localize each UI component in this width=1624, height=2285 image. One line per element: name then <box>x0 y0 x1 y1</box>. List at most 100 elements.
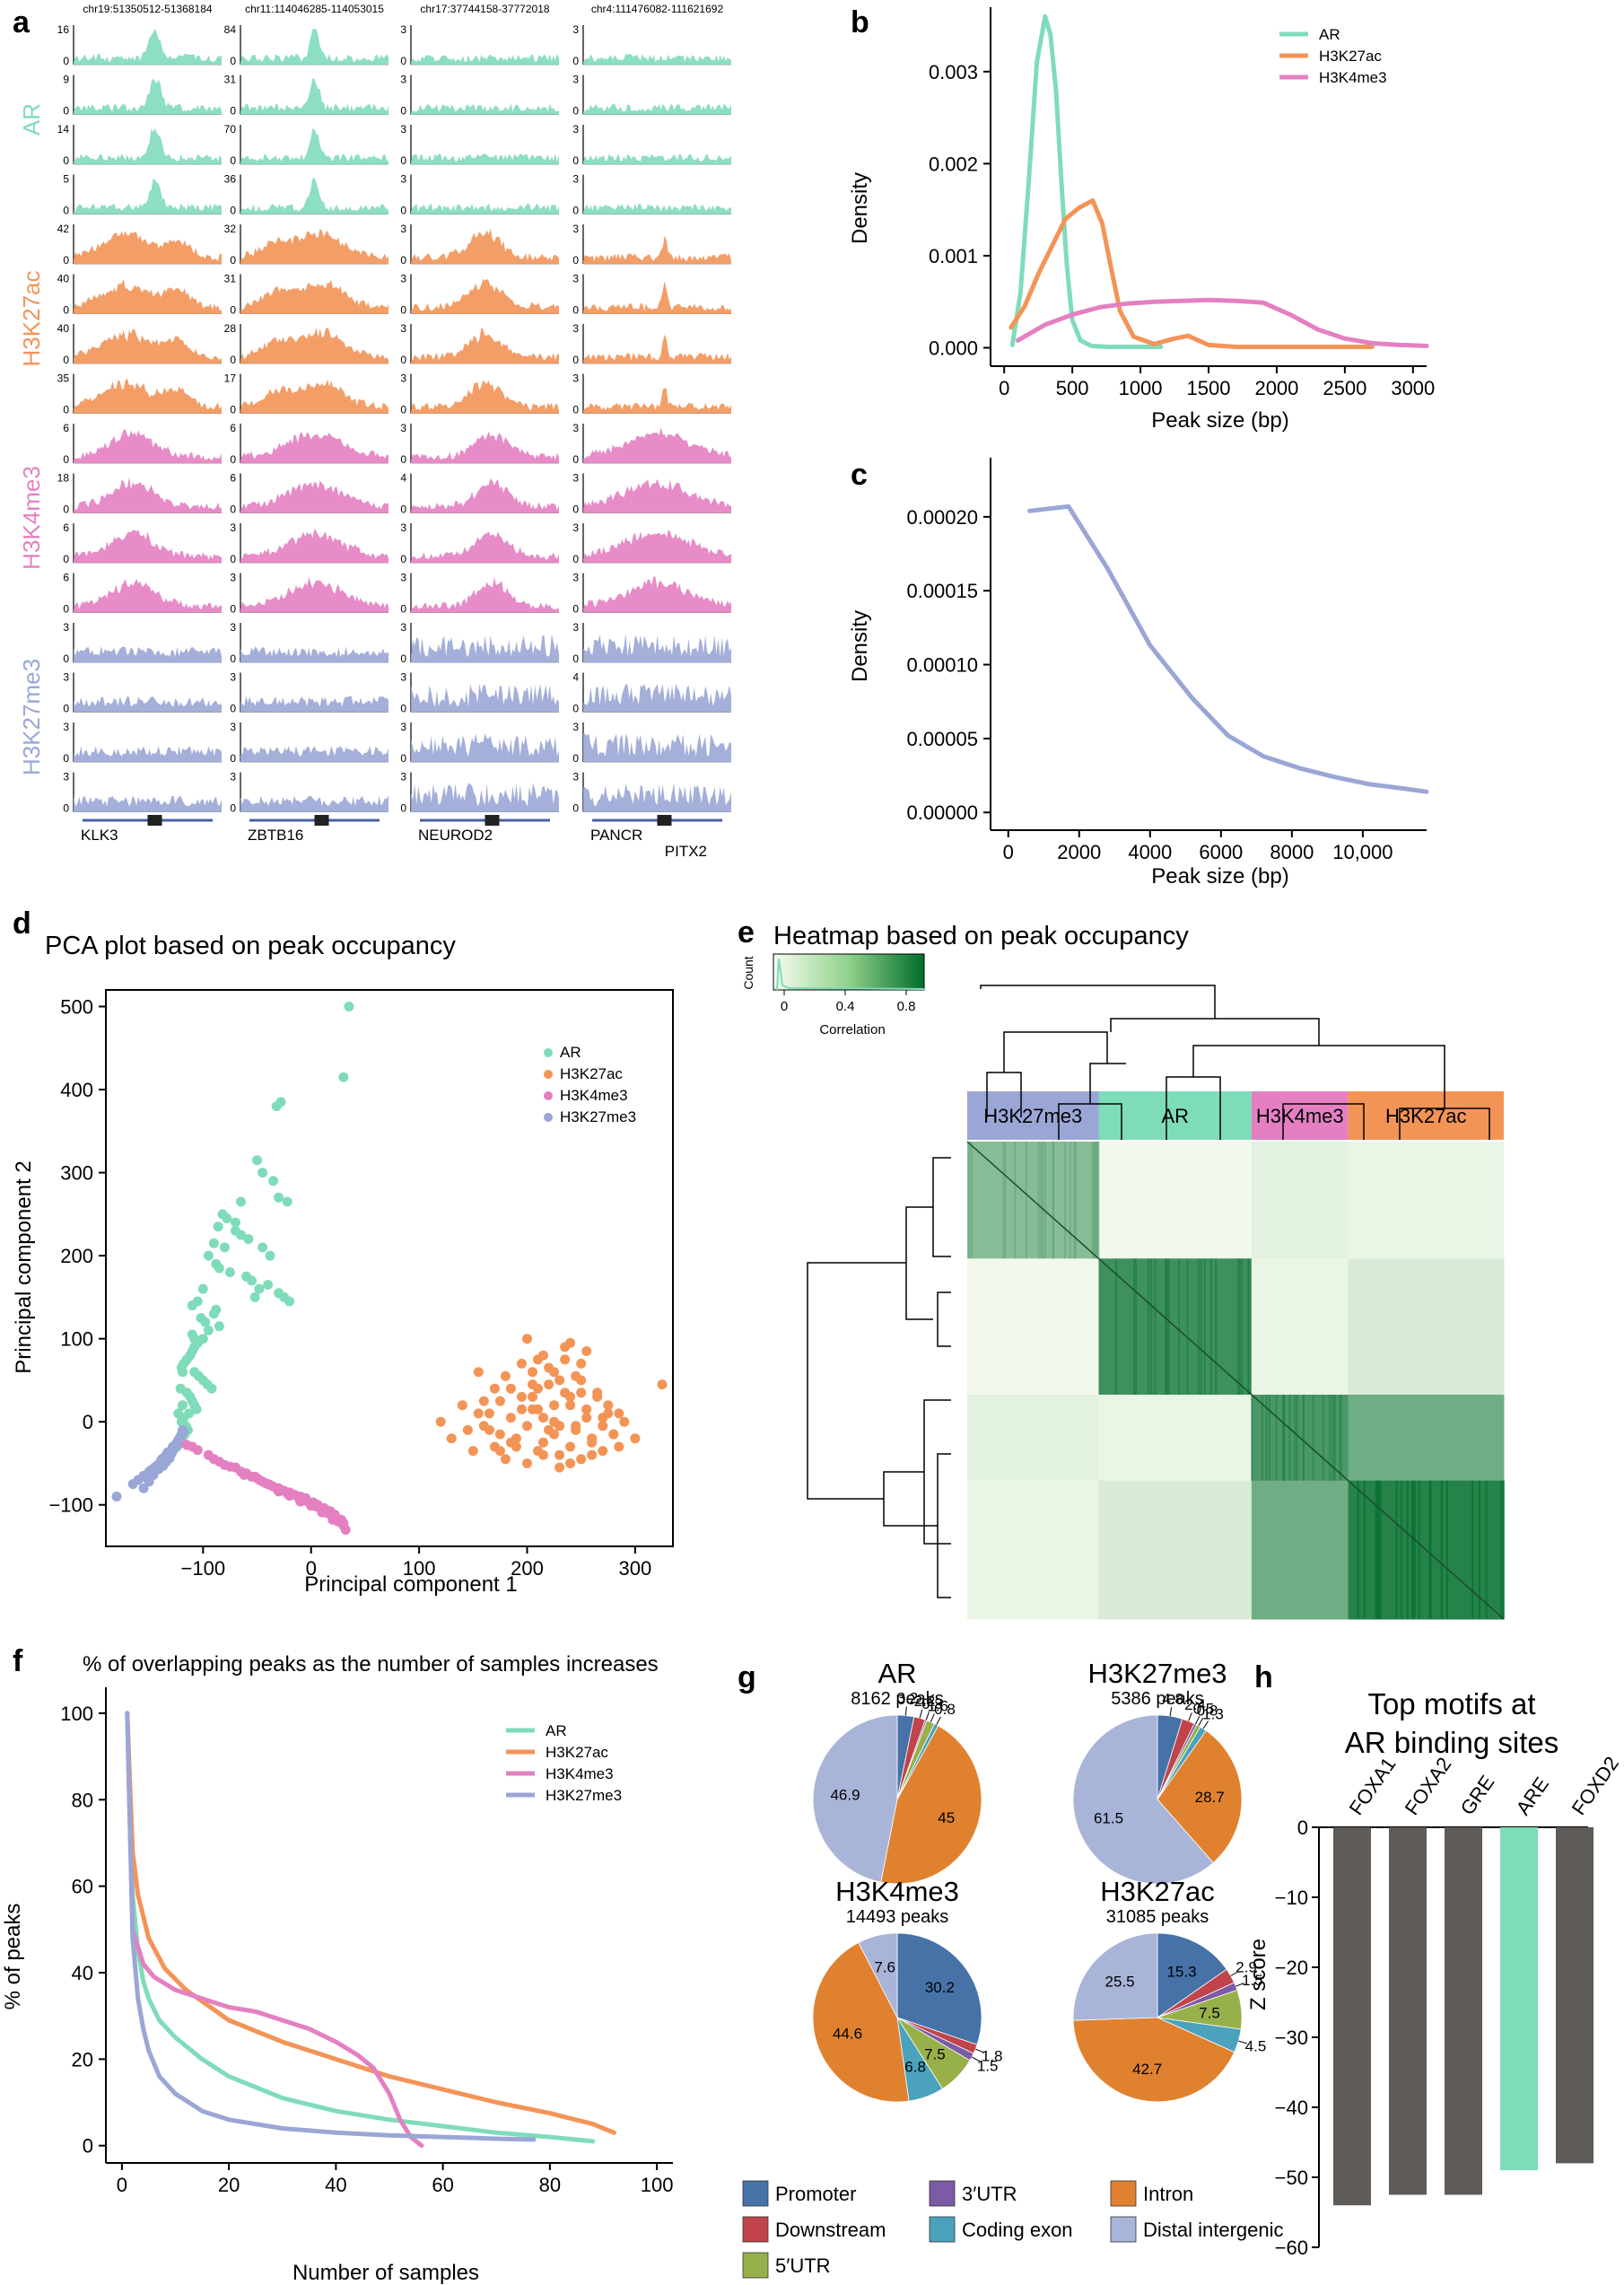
scatter-point-H3K27ac <box>565 1391 576 1402</box>
track-signal-H3K27me3 <box>74 795 222 812</box>
track-zero-label: 0 <box>572 603 579 616</box>
scatter-point-H3K4me3 <box>274 1486 284 1497</box>
track-ymax-label: 3 <box>400 223 406 235</box>
track-zero-label: 0 <box>400 703 406 715</box>
scatter-point-H3K27ac <box>592 1391 603 1402</box>
track-zero-label: 0 <box>572 553 579 565</box>
scatter-point-AR <box>203 1325 214 1335</box>
track-zero-label: 0 <box>63 254 69 267</box>
gene-exon <box>147 815 162 826</box>
pie-value-label: 61.5 <box>1094 1810 1123 1827</box>
track-ymax-label: 42 <box>57 223 70 235</box>
track-signal-H3K27me3 <box>240 795 389 812</box>
track-zero-label: 0 <box>230 404 236 416</box>
pie-value-label: 46.9 <box>830 1786 860 1803</box>
pie-leader-line <box>1188 1712 1192 1721</box>
track-signal-H3K27ac <box>74 231 222 264</box>
track-ymax-label: 40 <box>57 273 70 285</box>
gene-exon <box>657 815 672 826</box>
scatter-point-H3K27ac <box>565 1458 576 1468</box>
scatter-point-H3K27ac <box>549 1400 560 1411</box>
scatter-point-AR <box>284 1296 295 1307</box>
scatter-point-H3K27ac <box>619 1416 630 1427</box>
scatter-point-H3K27ac <box>528 1367 537 1378</box>
region-label: chr19:51350512-51368184 <box>83 3 212 15</box>
region-label: chr11:114046285-114053015 <box>245 3 384 15</box>
scatter-point-H3K27ac <box>484 1408 494 1419</box>
track-signal-AR <box>240 128 389 164</box>
track-signal-H3K4me3 <box>240 576 389 613</box>
scatter-point-AR <box>263 1280 274 1290</box>
track-zero-label: 0 <box>572 404 579 416</box>
heatmap-block <box>967 1480 1099 1620</box>
scatter-point-AR <box>344 1002 354 1011</box>
track-signal-H3K27me3 <box>411 683 559 713</box>
legend-label-AR: AR <box>546 1722 567 1739</box>
pie-leader-line <box>930 1713 935 1722</box>
pie-leader-line <box>1235 1983 1244 1987</box>
pie-title: H3K27ac <box>1100 1876 1215 1907</box>
pie-leader-line <box>1238 2040 1248 2044</box>
scatter-point-H3K27ac <box>505 1437 516 1448</box>
track-signal-H3K4me3 <box>411 531 559 563</box>
track-signal-H3K27ac <box>411 380 559 414</box>
pie-value-label: 7.5 <box>924 2046 946 2063</box>
track-ymax-label: 14 <box>57 123 70 136</box>
pie-leader-line <box>925 1712 930 1720</box>
track-zero-label: 0 <box>572 354 579 366</box>
heatmap-block <box>1251 1142 1349 1259</box>
pie-value-label: 6.8 <box>904 2059 926 2076</box>
scatter-point-H3K27ac <box>549 1429 560 1440</box>
scatter-point-AR <box>231 1217 240 1228</box>
scatter-point-H3K4me3 <box>249 1471 260 1482</box>
scatter-point-H3K27ac <box>598 1421 608 1431</box>
scatter-point-AR <box>258 1168 268 1178</box>
dendrogram-top-branch <box>1089 1063 1126 1104</box>
panel-c-ylabel: Density <box>848 610 872 682</box>
scatter-point-H3K4me3 <box>239 1469 249 1480</box>
series-line-H3K27me3 <box>1027 503 1429 794</box>
dendrogram-left-branch <box>937 1291 951 1347</box>
scatter-point-AR <box>268 1176 279 1186</box>
legend-marker-H3K4me3 <box>544 1091 553 1100</box>
pie-value-label: 1.8 <box>982 2048 1003 2065</box>
track-signal-H3K4me3 <box>583 478 731 513</box>
track-ymax-label: 3 <box>400 123 406 136</box>
scatter-point-H3K27ac <box>505 1413 516 1423</box>
panel-f-xlabel: Number of samples <box>292 2261 479 2285</box>
scatter-point-H3K27ac <box>571 1370 581 1381</box>
y-tick-label: 40 <box>72 1962 93 1984</box>
scatter-point-AR <box>175 1383 186 1394</box>
track-ymax-label: 40 <box>57 322 70 335</box>
pie-legend-label: Downstream <box>775 2219 886 2241</box>
scatter-point-H3K4me3 <box>260 1478 271 1489</box>
track-zero-label: 0 <box>572 703 579 715</box>
pie-legend-label: 5′UTR <box>775 2254 831 2277</box>
scatter-point-H3K27ac <box>489 1383 500 1394</box>
track-signal-AR <box>583 54 731 65</box>
x-tick-label: 10,000 <box>1332 841 1393 863</box>
track-ymax-label: 28 <box>224 322 237 335</box>
y-tick-label: 0 <box>83 2135 93 2158</box>
scatter-point-AR <box>254 1283 265 1294</box>
scatter-point-AR <box>178 1400 188 1411</box>
track-signal-AR <box>583 103 731 115</box>
x-tick-label: 500 <box>1056 377 1089 399</box>
legend-marker-H3K27ac <box>544 1070 553 1079</box>
legend-label-H3K4me3: H3K4me3 <box>546 1765 614 1782</box>
series-line-H3K4me3 <box>1015 297 1429 348</box>
pie-title: H3K4me3 <box>835 1876 959 1907</box>
heatmap-block <box>967 1395 1099 1482</box>
panel-d-title: PCA plot based on peak occupancy <box>45 932 456 960</box>
scatter-point-H3K4me3 <box>317 1507 327 1518</box>
track-ymax-label: 6 <box>230 422 236 434</box>
legend-label-H3K4me3: H3K4me3 <box>560 1087 628 1104</box>
scatter-point-H3K27ac <box>494 1396 505 1406</box>
x-tick-label: 40 <box>325 2174 346 2196</box>
track-ymax-label: 3 <box>400 621 406 634</box>
track-signal-H3K27me3 <box>74 646 222 662</box>
scatter-point-H3K4me3 <box>192 1445 203 1456</box>
legend-label-H3K4me3: H3K4me3 <box>1319 69 1387 86</box>
scatter-point-H3K4me3 <box>327 1514 338 1525</box>
track-ymax-label: 3 <box>400 372 406 385</box>
